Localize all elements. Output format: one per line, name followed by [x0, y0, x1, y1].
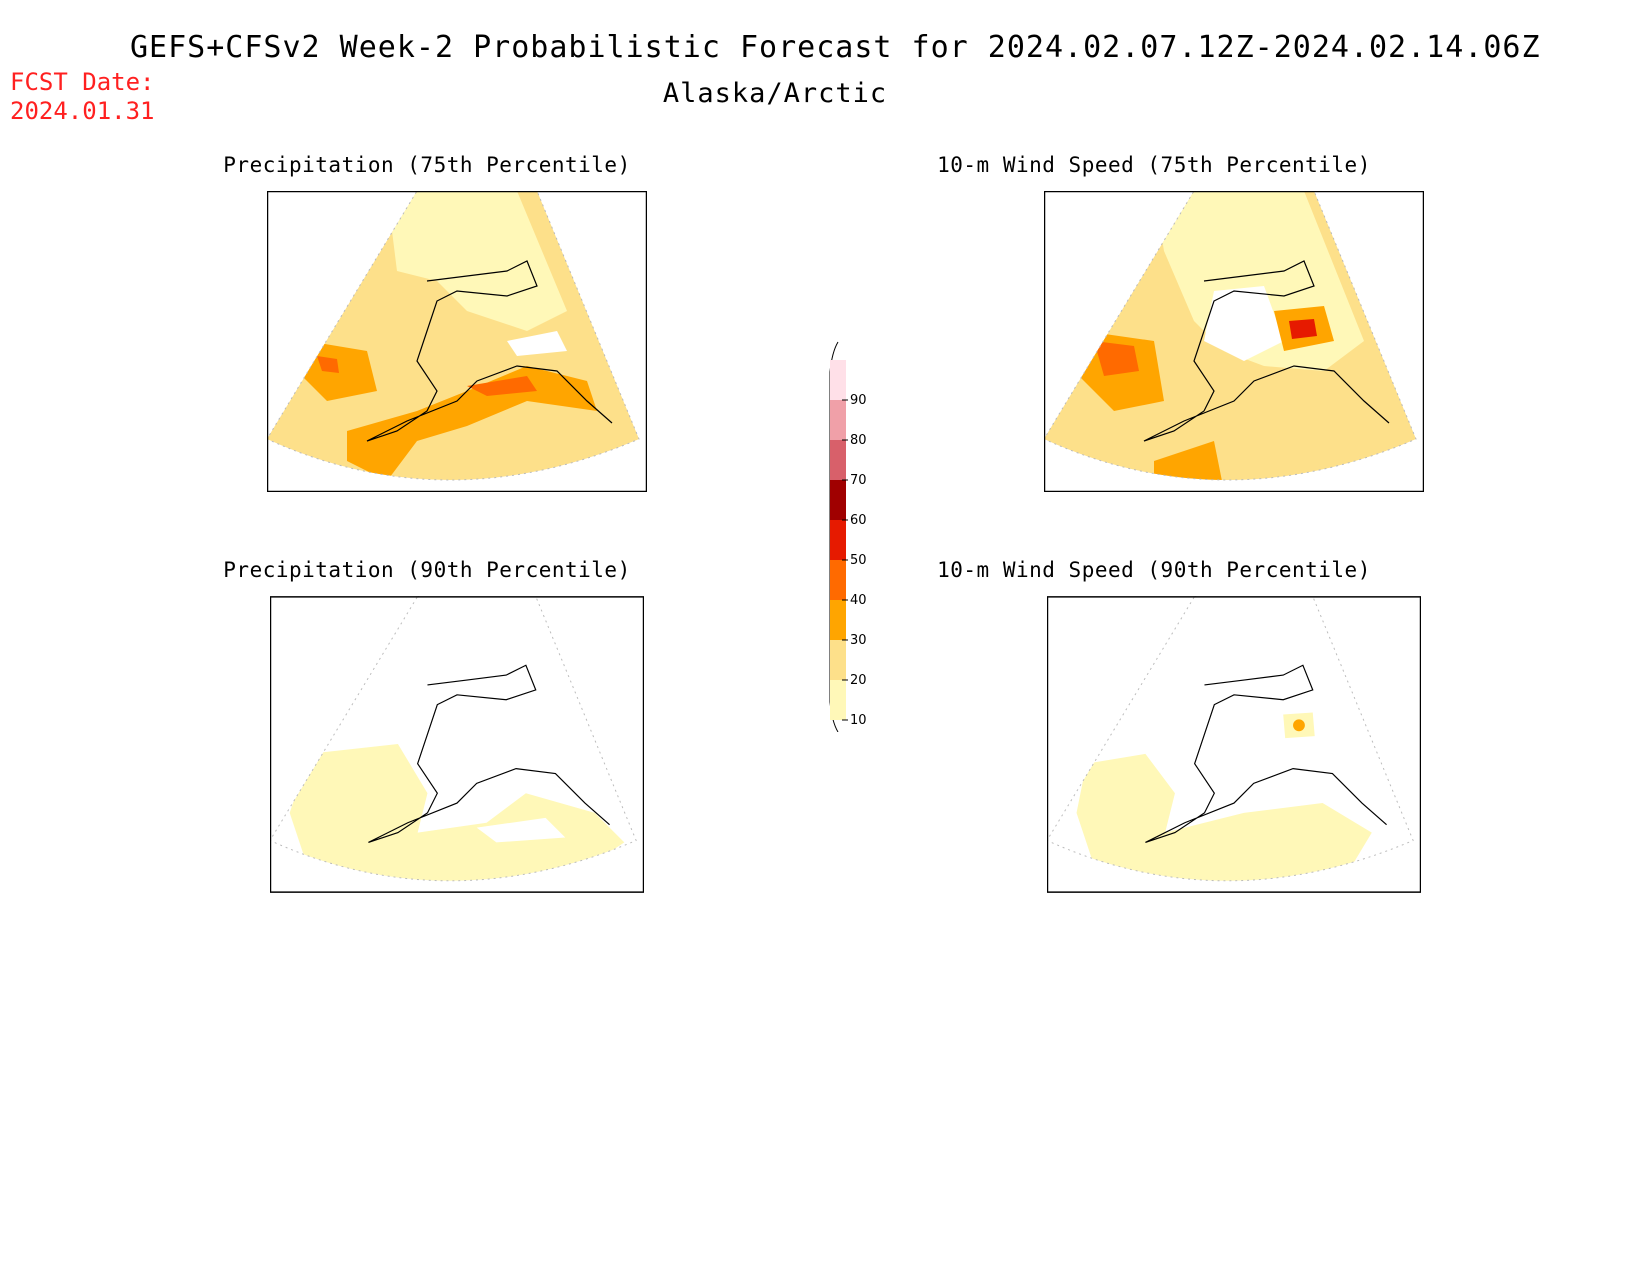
colorbar-segment-60-70: [830, 480, 846, 520]
panel-title-precip-75: Precipitation (75th Percentile): [223, 153, 631, 177]
colorbar-tick-label: 60: [850, 513, 867, 528]
fill-40-50-west: [1094, 341, 1139, 376]
colorbar-tick-label: 10: [850, 713, 867, 728]
colorbar-segment-50-60: [830, 520, 846, 560]
fill-10-20: [289, 744, 625, 881]
fill-30-40-spot: [1293, 719, 1305, 732]
forecast-date-value: 2024.01.31: [10, 97, 155, 125]
colorbar-labels: 10 20 30 40 50 60 70 80 90: [842, 393, 867, 728]
fill-30-40-gulf: [347, 366, 597, 480]
map-wind-90: [1047, 596, 1421, 893]
coastline: [368, 664, 610, 843]
region-subtitle: Alaska/Arctic: [662, 78, 888, 109]
coastline: [1145, 664, 1387, 843]
colorbar: 10 20 30 40 50 60 70 80 90: [829, 341, 867, 732]
fill-40-50-west: [317, 356, 339, 373]
map-wind-75: [1044, 191, 1424, 492]
fill-40-50-gulf: [467, 376, 537, 396]
colorbar-tick-label: 70: [850, 473, 867, 488]
forecast-date-block: FCST Date: 2024.01.31: [10, 68, 155, 126]
forecast-date-label: FCST Date:: [10, 68, 155, 96]
fill-below-10: [1204, 286, 1284, 361]
colorbar-segment-70-80: [830, 440, 846, 480]
colorbar-segment-90+: [830, 360, 846, 400]
colorbar-segment-40-50: [830, 560, 846, 600]
colorbar-segment-10-20: [830, 680, 846, 720]
fill-below-10-gulf: [476, 817, 566, 843]
map-frame: [1047, 596, 1421, 893]
colorbar-segment-20-30: [830, 640, 846, 680]
colorbar-tick-label: 30: [850, 633, 867, 648]
coastline: [366, 260, 613, 442]
map-frame: [1044, 191, 1424, 492]
map-precip-75: [267, 191, 647, 492]
colorbar-segments: [830, 360, 846, 720]
colorbar-segment-80-90: [830, 400, 846, 440]
colorbar-tick-label: 90: [850, 393, 867, 408]
main-title: GEFS+CFSv2 Week-2 Probabilistic Forecast…: [130, 30, 1541, 65]
fill-50-60-interior: [1289, 319, 1317, 339]
map-precip-90: [270, 596, 644, 893]
colorbar-tick-label: 50: [850, 553, 867, 568]
colorbar-segment-30-40: [830, 600, 846, 640]
fill-10-20: [1076, 753, 1372, 881]
fill-below-10: [507, 331, 567, 356]
panel-title-wind-75: 10-m Wind Speed (75th Percentile): [937, 153, 1371, 177]
colorbar-tick-label: 40: [850, 593, 867, 608]
fill-10-20-north: [387, 191, 567, 331]
panel-title-wind-90: 10-m Wind Speed (90th Percentile): [937, 558, 1371, 582]
map-frame: [270, 596, 644, 893]
panel-title-precip-90: Precipitation (90th Percentile): [223, 558, 631, 582]
colorbar-tick-label: 80: [850, 433, 867, 448]
colorbar-tick-label: 20: [850, 673, 867, 688]
coastline: [1143, 260, 1390, 442]
map-frame: [267, 191, 647, 492]
